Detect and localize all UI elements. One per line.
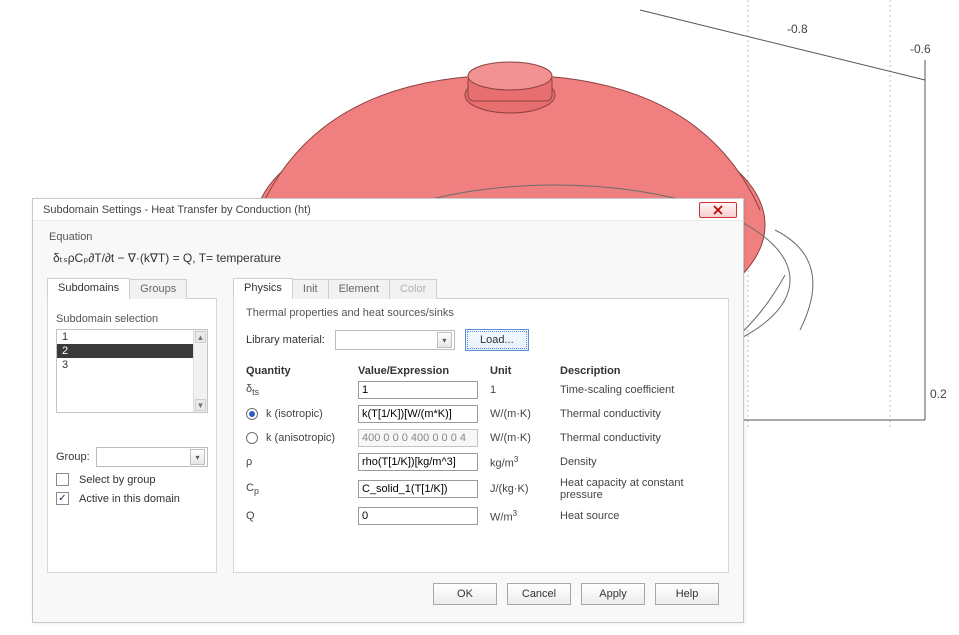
value-input[interactable] xyxy=(358,381,478,399)
axis-tick-right: 0.2 xyxy=(930,387,947,401)
description-label: Thermal conductivity xyxy=(560,432,716,444)
quantity-label[interactable]: k (isotropic) xyxy=(246,408,346,420)
listbox-scrollbar[interactable]: ▲ ▼ xyxy=(193,330,207,412)
apply-button[interactable]: Apply xyxy=(581,583,645,605)
ok-button[interactable]: OK xyxy=(433,583,497,605)
description-label: Thermal conductivity xyxy=(560,408,716,420)
value-input[interactable] xyxy=(358,480,478,498)
property-row: Q W/m3 Heat source xyxy=(246,507,716,525)
quantity-label[interactable]: k (anisotropic) xyxy=(246,432,346,444)
property-row: ρ kg/m3 Density xyxy=(246,453,716,471)
quantity-label: Q xyxy=(246,510,346,522)
dialog-title: Subdomain Settings - Heat Transfer by Co… xyxy=(43,204,699,216)
property-row: k (isotropic) W/(m·K) Thermal conductivity xyxy=(246,405,716,423)
library-material-label: Library material: xyxy=(246,334,325,346)
left-tabs: Subdomains Groups xyxy=(47,277,217,299)
equation-label: Equation xyxy=(49,231,729,243)
property-row: δts 1 Time-scaling coefficient xyxy=(246,381,716,399)
right-tabs: PhysicsInitElementColor xyxy=(233,277,729,299)
quantity-label: δts xyxy=(246,383,346,397)
tab-subdomains[interactable]: Subdomains xyxy=(47,278,130,299)
help-button[interactable]: Help xyxy=(655,583,719,605)
col-unit: Unit xyxy=(490,365,548,377)
load-button[interactable]: Load... xyxy=(465,329,529,351)
radio-selected[interactable] xyxy=(246,408,258,420)
description-label: Heat source xyxy=(560,510,716,522)
subdomain-list-item[interactable]: 3 xyxy=(57,358,193,372)
cancel-button[interactable]: Cancel xyxy=(507,583,571,605)
col-value: Value/Expression xyxy=(358,365,478,377)
description-label: Density xyxy=(560,456,716,468)
library-material-combo[interactable]: ▾ xyxy=(335,330,455,350)
value-input xyxy=(358,429,478,447)
quantity-label: ρ xyxy=(246,456,346,468)
chevron-down-icon: ▾ xyxy=(437,332,452,348)
unit-label: 1 xyxy=(490,384,548,396)
unit-label: W/(m·K) xyxy=(490,408,548,420)
subdomain-selection-fieldset: Subdomain selection 123 ▲ ▼ xyxy=(56,313,208,413)
tab-color: Color xyxy=(389,279,437,299)
group-label: Group: xyxy=(56,451,90,463)
col-description: Description xyxy=(560,365,716,377)
unit-label: J/(kg·K) xyxy=(490,483,548,495)
active-in-domain-label: Active in this domain xyxy=(79,493,180,505)
subdomain-selection-label: Subdomain selection xyxy=(56,313,208,325)
tab-element[interactable]: Element xyxy=(328,279,390,299)
select-by-group-checkbox[interactable] xyxy=(56,473,69,486)
value-input[interactable] xyxy=(358,507,478,525)
unit-label: kg/m3 xyxy=(490,455,548,470)
description-label: Heat capacity at constant pressure xyxy=(560,477,716,501)
group-combo[interactable]: ▾ xyxy=(96,447,208,467)
scroll-up-icon[interactable]: ▲ xyxy=(195,331,206,343)
active-in-domain-checkbox[interactable] xyxy=(56,492,69,505)
panel-description: Thermal properties and heat sources/sink… xyxy=(246,307,716,319)
value-input[interactable] xyxy=(358,405,478,423)
axis-tick-top-1: -0.8 xyxy=(787,22,808,36)
axis-tick-top-2: -0.6 xyxy=(910,42,931,56)
tab-physics[interactable]: Physics xyxy=(233,278,293,299)
value-input[interactable] xyxy=(358,453,478,471)
equation-text: δₜₛρCₚ∂T/∂t − ∇·(k∇T) = Q, T= temperatur… xyxy=(53,251,729,265)
close-button[interactable] xyxy=(699,202,737,218)
quantity-label: Cp xyxy=(246,482,346,496)
subdomain-list-item[interactable]: 1 xyxy=(57,330,193,344)
col-quantity: Quantity xyxy=(246,365,346,377)
subdomain-list-item[interactable]: 2 xyxy=(57,344,193,358)
select-by-group-label: Select by group xyxy=(79,474,155,486)
dialog-footer: OK Cancel Apply Help xyxy=(47,573,729,605)
scroll-down-icon[interactable]: ▼ xyxy=(195,399,206,411)
radio-option[interactable] xyxy=(246,432,258,444)
description-label: Time-scaling coefficient xyxy=(560,384,716,396)
chevron-down-icon: ▾ xyxy=(190,449,205,465)
unit-label: W/m3 xyxy=(490,509,548,524)
unit-label: W/(m·K) xyxy=(490,432,548,444)
property-row: Cp J/(kg·K) Heat capacity at constant pres… xyxy=(246,477,716,501)
subdomain-settings-dialog: Subdomain Settings - Heat Transfer by Co… xyxy=(32,198,744,623)
dialog-titlebar[interactable]: Subdomain Settings - Heat Transfer by Co… xyxy=(33,199,743,221)
property-row: k (anisotropic) W/(m·K) Thermal conductivi… xyxy=(246,429,716,447)
tab-groups[interactable]: Groups xyxy=(129,279,187,299)
subdomain-listbox[interactable]: 123 ▲ ▼ xyxy=(56,329,208,413)
tab-init[interactable]: Init xyxy=(292,279,329,299)
